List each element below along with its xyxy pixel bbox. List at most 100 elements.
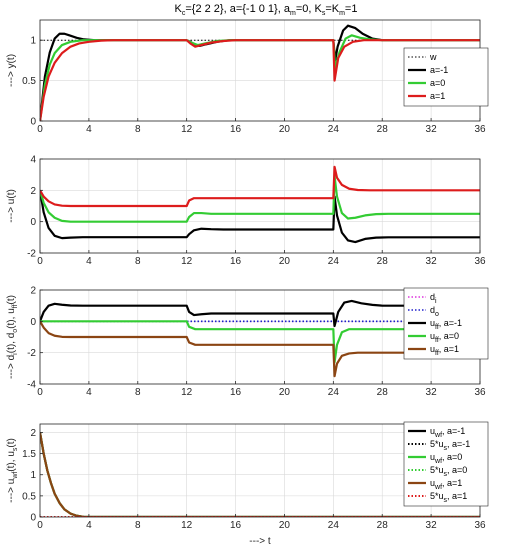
x-tick-label: 8 <box>135 387 141 398</box>
legend-entry-part: d <box>430 305 435 315</box>
x-tick-label: 24 <box>328 256 340 267</box>
legend-entry-part: , a=1 <box>442 478 462 488</box>
chart-title-part: m <box>290 10 296 17</box>
x-tick-label: 12 <box>181 256 193 267</box>
legend-entry-part: ff <box>435 337 439 344</box>
legend-entry-part: wf <box>434 458 442 465</box>
y-axis-label-part: ---> u <box>6 479 17 503</box>
x-tick-label: 4 <box>86 124 92 135</box>
legend-entry-part: 5*u <box>430 491 444 501</box>
x-tick-label: 32 <box>426 124 438 135</box>
chart-title-part: m <box>339 10 345 17</box>
x-tick-label: 32 <box>426 520 438 531</box>
x-tick-label: 4 <box>86 387 92 398</box>
legend-entry: 5*us, a=0 <box>430 465 467 478</box>
panel-d: 0 4 8 12 16 20 24 28 32 36-4-202---> di(t), do(t)… <box>6 286 489 398</box>
x-tick-label: 36 <box>474 387 486 398</box>
y-tick-label: 0 <box>30 217 36 228</box>
legend-entry-part: u <box>430 452 435 462</box>
legend-entry-part: , a=0 <box>442 452 462 462</box>
legend-entry-part: o <box>435 311 439 318</box>
x-tick-label: 32 <box>426 387 438 398</box>
y-tick-label: -2 <box>27 348 36 359</box>
series-group <box>40 432 480 517</box>
x-tick-label: 16 <box>230 520 242 531</box>
y-axis-label: ---> uwf(t), us(t) <box>6 438 19 503</box>
legend-entry: w <box>429 52 437 62</box>
y-axis-label-part: (t), u <box>6 451 17 472</box>
legend-entry-part: , a=-1 <box>447 439 470 449</box>
chart-title-part: =K <box>325 3 339 15</box>
legend-entry-part: wf <box>434 484 442 491</box>
y-tick-label: 2 <box>30 186 36 197</box>
y-axis-label-part: ff <box>12 304 19 308</box>
y-tick-label: 1.5 <box>22 449 36 460</box>
y-tick-label: 0 <box>30 513 36 524</box>
x-tick-label: 24 <box>328 520 340 531</box>
legend-entry-part: s <box>444 497 448 504</box>
series-line-d-4 <box>40 320 480 378</box>
legend-entry: a=1 <box>430 91 445 101</box>
series-group <box>40 165 480 244</box>
axes-frame <box>39 158 481 254</box>
x-tick-label: 16 <box>230 387 242 398</box>
series-line-d-2 <box>40 299 480 328</box>
x-tick-label: 28 <box>377 387 389 398</box>
panel-y: 0 4 8 12 16 20 24 28 32 36 0 0.5 1 ---> y(t) w a=-1 a=0 a… <box>6 19 489 135</box>
series-line-u-2 <box>40 165 480 208</box>
chart-title-part: s <box>322 10 326 17</box>
y-axis-label: ---> y(t) <box>6 54 17 87</box>
legend-entry-part: u <box>430 331 435 341</box>
y-axis-label-part: i <box>12 353 19 355</box>
legend-entry-part: ff <box>435 350 439 357</box>
legend-entry: di <box>430 292 437 305</box>
chart-title-part: ={2 2 2}, a={-1 0 1}, a <box>185 3 290 15</box>
y-axis-label: ---> di(t), do(t), uff(t) <box>6 295 19 379</box>
chart-title-part: =0, K <box>296 3 323 15</box>
series-line-u-0 <box>40 190 480 244</box>
y-tick-label: 0 <box>30 117 36 128</box>
legend-entry-part: , a=1 <box>439 344 459 354</box>
x-tick-label: 24 <box>328 124 340 135</box>
x-tick-label: 20 <box>279 387 291 398</box>
legend-entry-part: u <box>430 478 435 488</box>
legend-entry-part: ff <box>435 324 439 331</box>
y-tick-label: -4 <box>27 380 36 391</box>
chart-title-part: K <box>175 3 183 15</box>
legend-entry: uff, a=-1 <box>430 318 462 331</box>
x-tick-label: 28 <box>377 256 389 267</box>
x-tick-label: 20 <box>279 520 291 531</box>
legend-entry-part: 5*u <box>430 465 444 475</box>
legend-entry-part: u <box>430 318 435 328</box>
y-tick-label: 0 <box>30 317 36 328</box>
chart-title-part: =1 <box>345 3 358 15</box>
x-tick-label: 8 <box>135 124 141 135</box>
legend-entry: do <box>430 305 439 318</box>
y-tick-label: 2 <box>30 428 36 439</box>
legend-entry-part: u <box>430 344 435 354</box>
x-tick-label: 12 <box>181 520 193 531</box>
legend-box <box>403 421 489 507</box>
legend-entry-part: a=1 <box>430 91 445 101</box>
legend-entry-part: s <box>444 445 448 452</box>
y-axis-label: ---> u(t) <box>6 189 17 223</box>
legend-entry: a=0 <box>430 78 445 88</box>
legend-entry: uff, a=0 <box>430 331 459 344</box>
legend-entry: uwf, a=0 <box>430 452 462 465</box>
x-tick-label: 4 <box>86 520 92 531</box>
x-tick-label: 36 <box>474 124 486 135</box>
y-axis-label-part: wf <box>12 472 19 480</box>
y-axis-label-part: (t) <box>6 438 17 447</box>
y-axis-label-part: ---> d <box>6 355 17 379</box>
y-axis-label-part: (t), d <box>6 333 17 354</box>
legend-entry: uwf, a=1 <box>430 478 462 491</box>
legend-entry-part: u <box>430 426 435 436</box>
x-tick-label: 28 <box>377 520 389 531</box>
x-tick-label: 28 <box>377 124 389 135</box>
y-tick-label: 4 <box>30 155 36 166</box>
x-tick-label: 20 <box>279 124 291 135</box>
x-tick-label: 8 <box>135 520 141 531</box>
